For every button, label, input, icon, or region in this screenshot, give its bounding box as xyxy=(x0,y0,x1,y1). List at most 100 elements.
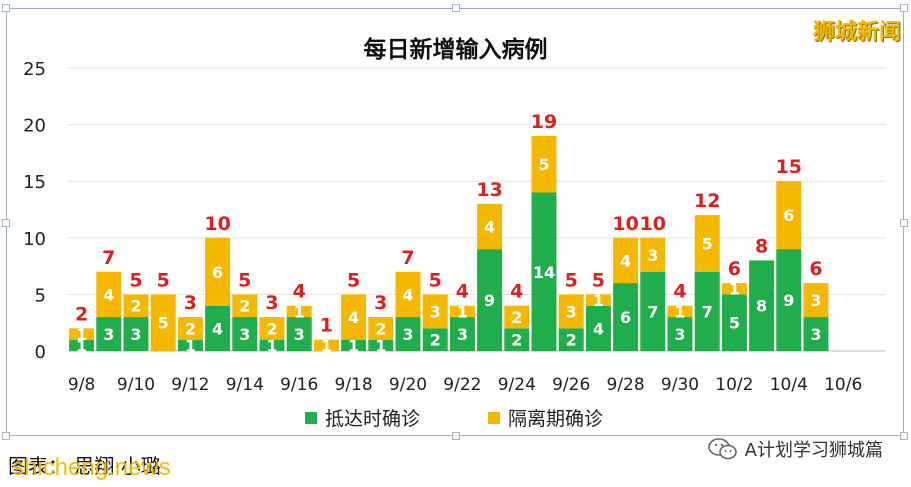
data-label-total: 5 xyxy=(129,269,142,291)
bar-quarantine xyxy=(422,294,448,329)
data-label-total: 6 xyxy=(809,258,822,280)
resize-handle-bottom-left[interactable] xyxy=(2,432,10,440)
chart-title: 每日新增输入病例 xyxy=(363,37,548,63)
bar-quarantine xyxy=(477,203,503,250)
data-label-quarantine: 1 xyxy=(76,325,87,344)
data-label-total: 8 xyxy=(755,235,768,257)
legend-label-quarantine: 隔离期确诊 xyxy=(508,408,604,430)
bar-arrival xyxy=(694,271,720,351)
wechat-account-name: A计划学习狮城篇 xyxy=(744,440,883,461)
x-tick-label: 9/14 xyxy=(226,375,264,395)
data-label-total: 6 xyxy=(728,258,741,280)
bar-arrival xyxy=(558,328,584,351)
data-label-quarantine: 1 xyxy=(321,336,332,355)
data-label-quarantine: 6 xyxy=(783,206,794,225)
data-label-quarantine: 2 xyxy=(130,297,141,316)
bar-arrival xyxy=(177,339,203,351)
data-label-arrival: 3 xyxy=(239,325,250,344)
bar-quarantine xyxy=(776,181,802,250)
data-label-arrival: 1 xyxy=(348,336,359,355)
resize-handle-bottom-right[interactable] xyxy=(900,432,908,440)
bar-quarantine xyxy=(667,305,693,318)
data-label-arrival: 1 xyxy=(266,336,277,355)
data-label-quarantine: 3 xyxy=(430,302,441,321)
data-label-total: 1 xyxy=(320,315,333,337)
bar-arrival xyxy=(667,317,693,351)
resize-handle-top-right[interactable] xyxy=(900,4,908,12)
bar-quarantine xyxy=(721,283,747,295)
x-tick-label: 9/20 xyxy=(389,375,427,395)
data-label-total: 4 xyxy=(456,281,469,303)
x-tick-label: 9/18 xyxy=(335,375,373,395)
bar-arrival xyxy=(803,317,829,351)
y-tick-label: 10 xyxy=(23,229,46,250)
bar-arrival xyxy=(286,317,312,351)
data-label-total: 5 xyxy=(238,269,251,291)
legend-item-arrival: 抵达时确诊 xyxy=(305,404,420,431)
data-label-total: 2 xyxy=(75,303,88,325)
data-label-quarantine: 2 xyxy=(239,297,250,316)
bar-quarantine xyxy=(313,339,339,351)
data-label-arrival: 7 xyxy=(702,302,713,321)
bar-quarantine xyxy=(558,294,584,329)
data-label-arrival: 3 xyxy=(103,325,114,344)
data-label-quarantine: 1 xyxy=(593,291,604,310)
data-label-total: 10 xyxy=(612,213,638,235)
data-label-arrival: 2 xyxy=(511,331,522,350)
data-label-total: 15 xyxy=(776,156,802,178)
bar-arrival xyxy=(504,328,530,351)
bar-quarantine xyxy=(123,294,149,318)
resize-handle-bottom[interactable] xyxy=(452,432,460,440)
y-tick-label: 15 xyxy=(23,172,46,193)
data-label-arrival: 5 xyxy=(729,314,740,333)
data-label-quarantine: 4 xyxy=(620,251,631,270)
resize-handle-left[interactable] xyxy=(2,219,10,227)
data-label-total: 5 xyxy=(592,269,605,291)
bar-quarantine xyxy=(449,305,475,318)
data-label-arrival: 4 xyxy=(593,319,604,338)
bar-arrival xyxy=(123,317,149,351)
x-tick-label: 9/26 xyxy=(552,375,590,395)
data-label-total: 7 xyxy=(102,247,115,269)
data-label-quarantine: 4 xyxy=(484,217,495,236)
bar-arrival xyxy=(449,317,475,351)
resize-handle-top-left[interactable] xyxy=(2,4,10,12)
bar-arrival xyxy=(721,294,747,351)
data-label-arrival: 3 xyxy=(402,325,413,344)
resize-handle-top[interactable] xyxy=(452,4,460,12)
bar-quarantine xyxy=(286,305,312,318)
x-tick-label: 9/8 xyxy=(68,375,95,395)
data-label-quarantine: 2 xyxy=(375,319,386,338)
bar-arrival xyxy=(531,192,557,351)
x-tick-label: 9/10 xyxy=(117,375,155,395)
bar-quarantine xyxy=(531,135,557,193)
bar-quarantine xyxy=(232,294,258,318)
data-label-total: 3 xyxy=(184,292,197,314)
data-label-arrival: 3 xyxy=(810,325,821,344)
x-tick-label: 9/30 xyxy=(661,375,699,395)
legend-label-arrival: 抵达时确诊 xyxy=(325,408,421,430)
wechat-account: A计划学习狮城篇 xyxy=(707,436,883,462)
resize-handle-right[interactable] xyxy=(900,219,908,227)
data-label-quarantine: 2 xyxy=(185,319,196,338)
wechat-icon xyxy=(707,438,737,460)
data-label-quarantine: 5 xyxy=(702,234,713,253)
data-label-total: 4 xyxy=(673,281,686,303)
data-label-arrival: 3 xyxy=(457,325,468,344)
data-label-quarantine: 5 xyxy=(158,314,169,333)
data-label-quarantine: 1 xyxy=(294,302,305,321)
watermark-text: shicheng.news xyxy=(12,454,171,481)
data-label-arrival: 3 xyxy=(294,325,305,344)
data-label-quarantine: 1 xyxy=(729,280,740,299)
bar-arrival xyxy=(749,260,775,351)
y-tick-label: 5 xyxy=(35,285,46,306)
data-label-quarantine: 1 xyxy=(457,302,468,321)
data-label-total: 10 xyxy=(640,213,666,235)
data-label-quarantine: 3 xyxy=(566,302,577,321)
data-label-total: 3 xyxy=(374,292,387,314)
bar-arrival xyxy=(368,339,394,351)
data-label-total: 10 xyxy=(204,213,230,235)
legend-swatch-arrival xyxy=(305,411,317,424)
x-tick-label: 9/22 xyxy=(443,375,481,395)
